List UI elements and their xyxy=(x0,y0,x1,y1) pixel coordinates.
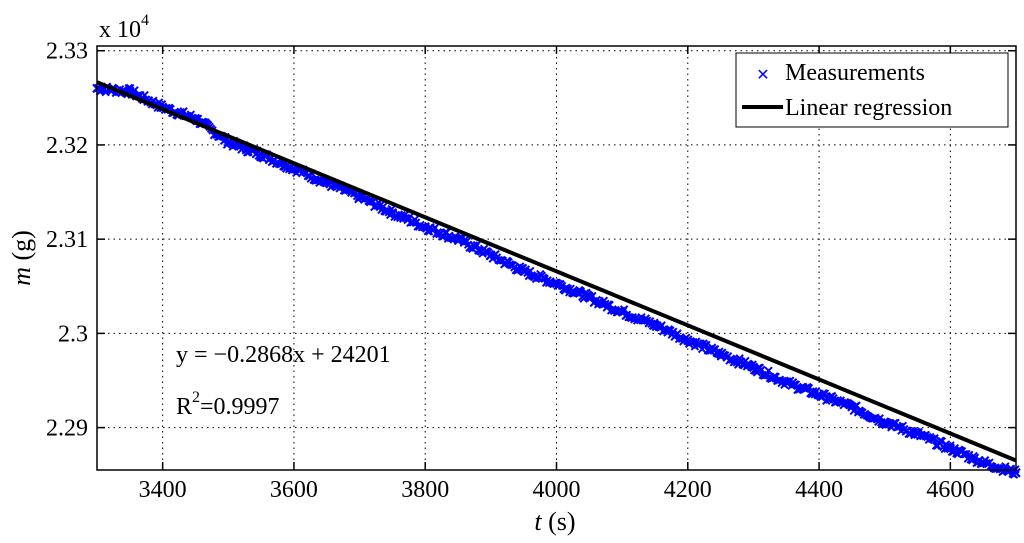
grid xyxy=(97,46,1016,470)
x-tick-label: 4200 xyxy=(664,477,712,503)
legend-marker-measurements: ✕ xyxy=(756,65,769,84)
regression-equation: y = −0.2868x + 24201 xyxy=(176,342,391,368)
measurement-point xyxy=(126,83,135,93)
tick-labels: 3400 3600 3800 4000 4200 4400 4600 2.29 2.3 2.31 2… xyxy=(46,39,974,503)
x-tick-label: 3600 xyxy=(270,477,318,503)
measurement-point xyxy=(946,441,955,450)
y-tick-label: 2.32 xyxy=(46,133,88,159)
x-tick-label: 4600 xyxy=(926,477,974,503)
x-tick-label: 3400 xyxy=(139,477,187,503)
data-layer xyxy=(92,80,1021,479)
legend-label-measurements: Measurements xyxy=(785,60,925,86)
y-tick-label: 2.31 xyxy=(46,227,88,253)
x-tick-label: 4000 xyxy=(533,477,581,503)
legend-label-regression: Linear regression xyxy=(785,95,952,121)
measurement-point xyxy=(820,389,830,398)
ticks xyxy=(97,46,1016,470)
measurement-point xyxy=(852,401,861,410)
measurement-point xyxy=(472,240,482,250)
y-tick-label: 2.33 xyxy=(46,39,88,65)
legend-box xyxy=(735,52,1009,128)
x-axis-label: t (s) xyxy=(534,507,575,536)
r-squared: R2=0.9997 xyxy=(176,389,280,420)
x-tick-label: 3800 xyxy=(401,477,449,503)
measurement-point xyxy=(619,305,629,314)
y-multiplier: x 104 xyxy=(99,12,149,43)
regression-line xyxy=(96,80,1017,463)
measurement-point xyxy=(748,360,757,369)
y-tick-label: 2.3 xyxy=(58,321,88,347)
y-tick-label: 2.29 xyxy=(46,416,88,442)
measurement-point xyxy=(576,287,585,296)
y-axis-label: m (g) xyxy=(7,230,36,286)
x-tick-label: 4400 xyxy=(795,477,843,503)
legend: ✕ Measurements Linear regression xyxy=(735,52,1009,128)
